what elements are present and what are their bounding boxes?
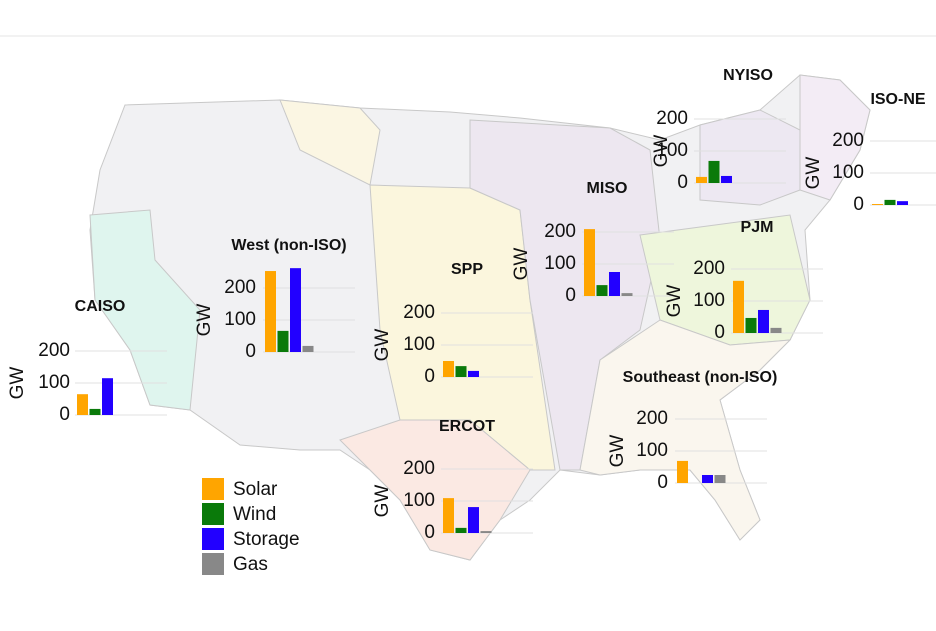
y-tick-label: 100 — [656, 140, 688, 161]
chart-title: NYISO — [723, 67, 773, 84]
chart-title: MISO — [587, 180, 628, 197]
y-axis-label: GW — [651, 135, 672, 168]
y-tick-label: 100 — [403, 334, 435, 355]
legend-label: Gas — [233, 554, 268, 575]
bar — [455, 527, 467, 533]
y-tick-label: 100 — [693, 290, 725, 311]
bar — [468, 370, 479, 377]
y-tick-label: 0 — [565, 285, 576, 306]
y-axis-label: GW — [372, 485, 393, 518]
legend-swatch — [202, 478, 224, 500]
bar — [758, 309, 769, 333]
region-chart: NYISO 0 100 200 GW — [651, 67, 786, 193]
bar — [609, 272, 620, 296]
y-tick-label: 0 — [245, 341, 256, 362]
bar — [480, 531, 492, 533]
y-tick-label: 100 — [38, 372, 70, 393]
y-tick-label: 200 — [38, 340, 70, 361]
legend-label: Wind — [233, 504, 276, 525]
chart-title: West (non-ISO) — [231, 237, 346, 254]
y-tick-label: 0 — [424, 366, 435, 387]
region-chart: West (non-ISO) 0 100 200 GW — [194, 237, 355, 362]
bar — [596, 285, 608, 296]
region-chart: ISO-NE 0 100 200 GW — [803, 91, 936, 215]
y-tick-label: 200 — [403, 458, 435, 479]
bar — [745, 317, 757, 333]
y-tick-label: 100 — [832, 162, 864, 183]
bar — [102, 378, 113, 415]
bar — [89, 408, 101, 415]
bar — [733, 280, 744, 333]
region-chart: PJM 0 100 200 GW — [664, 219, 823, 343]
y-tick-label: 100 — [544, 253, 576, 274]
y-tick-label: 100 — [224, 309, 256, 330]
y-tick-label: 200 — [403, 302, 435, 323]
bar — [721, 175, 732, 183]
region-chart: ERCOT 0 100 200 GW — [372, 418, 533, 543]
chart-title: ISO-NE — [870, 91, 925, 108]
bar — [770, 327, 782, 333]
chart-title: PJM — [741, 219, 774, 236]
chart-title: CAISO — [75, 298, 126, 315]
region-chart: Southeast (non-ISO) 0 100 200 GW — [607, 369, 777, 493]
y-tick-label: 200 — [544, 221, 576, 242]
y-tick-label: 0 — [714, 322, 725, 343]
bar — [872, 204, 883, 205]
bar — [677, 460, 688, 483]
y-tick-label: 0 — [657, 472, 668, 493]
bar — [468, 507, 479, 533]
y-axis-label: GW — [607, 435, 628, 468]
y-tick-label: 200 — [693, 258, 725, 279]
bar — [302, 345, 314, 352]
bar — [443, 498, 454, 533]
y-tick-label: 200 — [636, 408, 668, 429]
bar — [696, 176, 707, 183]
y-tick-label: 0 — [853, 194, 864, 215]
bar — [714, 475, 726, 483]
us-map — [89, 74, 871, 561]
region-chart: CAISO 0 100 200 GW — [7, 298, 167, 425]
legend-swatch — [202, 553, 224, 575]
bar — [708, 160, 720, 183]
y-tick-label: 200 — [224, 277, 256, 298]
bar — [77, 394, 88, 415]
y-tick-label: 100 — [636, 440, 668, 461]
bar — [277, 330, 289, 352]
y-tick-label: 0 — [59, 404, 70, 425]
legend-swatch — [202, 503, 224, 525]
y-tick-label: 200 — [832, 130, 864, 151]
chart-title: SPP — [451, 261, 483, 278]
y-tick-label: 0 — [677, 172, 688, 193]
y-tick-label: 200 — [656, 108, 688, 129]
y-axis-label: GW — [372, 329, 393, 362]
chart-title: Southeast (non-ISO) — [623, 369, 778, 386]
y-axis-label: GW — [7, 367, 28, 400]
bar — [897, 201, 908, 205]
bar — [584, 229, 595, 296]
region-chart: MISO 0 100 200 GW — [511, 180, 674, 306]
bar — [884, 199, 896, 205]
region-chart: SPP 0 100 200 GW — [372, 261, 533, 387]
bar — [443, 361, 454, 377]
legend-label: Solar — [233, 479, 278, 500]
legend-swatch — [202, 528, 224, 550]
bar — [702, 475, 713, 483]
y-tick-label: 100 — [403, 490, 435, 511]
bar — [455, 366, 467, 377]
y-axis-label: GW — [511, 248, 532, 281]
chart-title: ERCOT — [439, 418, 495, 435]
y-axis-label: GW — [803, 157, 824, 190]
bar — [265, 271, 276, 352]
y-axis-label: GW — [194, 304, 215, 337]
legend-label: Storage — [233, 529, 300, 550]
bar — [621, 293, 633, 296]
y-axis-label: GW — [664, 285, 685, 318]
bar — [290, 268, 301, 352]
y-tick-label: 0 — [424, 522, 435, 543]
legend: Solar Wind Storage Gas — [202, 478, 300, 575]
